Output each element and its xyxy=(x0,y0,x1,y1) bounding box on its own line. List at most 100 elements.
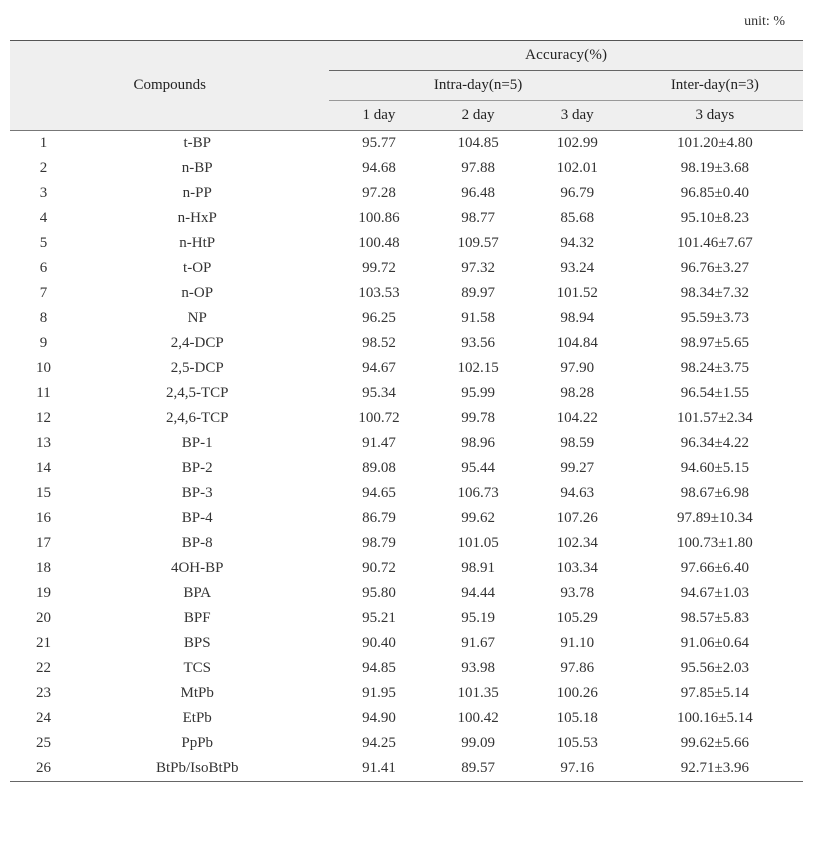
row-number: 19 xyxy=(10,581,65,606)
day3-value: 105.53 xyxy=(528,731,627,756)
day3-value: 101.52 xyxy=(528,281,627,306)
interday-value: 101.20±4.80 xyxy=(627,131,803,157)
row-number: 4 xyxy=(10,206,65,231)
day3-value: 107.26 xyxy=(528,506,627,531)
compound-name: BP-2 xyxy=(65,456,329,481)
interday-value: 96.54±1.55 xyxy=(627,381,803,406)
compound-name: n-OP xyxy=(65,281,329,306)
day3-value: 102.01 xyxy=(528,156,627,181)
day1-value: 90.40 xyxy=(329,631,428,656)
day1-value: 94.25 xyxy=(329,731,428,756)
day1-value: 100.72 xyxy=(329,406,428,431)
day2-value: 101.35 xyxy=(429,681,528,706)
day1-value: 100.86 xyxy=(329,206,428,231)
day1-value: 94.67 xyxy=(329,356,428,381)
day2-value: 97.88 xyxy=(429,156,528,181)
row-number: 25 xyxy=(10,731,65,756)
interday-value: 98.67±6.98 xyxy=(627,481,803,506)
interday-value: 101.46±7.67 xyxy=(627,231,803,256)
day2-value: 93.56 xyxy=(429,331,528,356)
day1-value: 95.34 xyxy=(329,381,428,406)
day3-value: 97.16 xyxy=(528,756,627,782)
compound-name: BPF xyxy=(65,606,329,631)
header-day1: 1 day xyxy=(329,101,428,131)
header-day3: 3 day xyxy=(528,101,627,131)
row-number: 9 xyxy=(10,331,65,356)
compound-name: BP-1 xyxy=(65,431,329,456)
header-inter: Inter-day(n=3) xyxy=(627,71,803,101)
table-row: 92,4-DCP98.5293.56104.8498.97±5.65 xyxy=(10,331,803,356)
row-number: 18 xyxy=(10,556,65,581)
day2-value: 98.77 xyxy=(429,206,528,231)
day2-value: 99.78 xyxy=(429,406,528,431)
day2-value: 100.42 xyxy=(429,706,528,731)
compound-name: BP-4 xyxy=(65,506,329,531)
day2-value: 91.67 xyxy=(429,631,528,656)
compound-name: EtPb xyxy=(65,706,329,731)
day1-value: 98.79 xyxy=(329,531,428,556)
day2-value: 93.98 xyxy=(429,656,528,681)
row-number: 24 xyxy=(10,706,65,731)
compound-name: t-BP xyxy=(65,131,329,157)
day1-value: 86.79 xyxy=(329,506,428,531)
table-row: 23MtPb91.95101.35100.2697.85±5.14 xyxy=(10,681,803,706)
interday-value: 101.57±2.34 xyxy=(627,406,803,431)
day1-value: 95.77 xyxy=(329,131,428,157)
table-row: 20BPF95.2195.19105.2998.57±5.83 xyxy=(10,606,803,631)
interday-value: 97.66±6.40 xyxy=(627,556,803,581)
day3-value: 99.27 xyxy=(528,456,627,481)
header-intra: Intra-day(n=5) xyxy=(329,71,626,101)
day3-value: 104.22 xyxy=(528,406,627,431)
day1-value: 99.72 xyxy=(329,256,428,281)
day3-value: 93.24 xyxy=(528,256,627,281)
table-row: 13BP-191.4798.9698.5996.34±4.22 xyxy=(10,431,803,456)
compound-name: BP-3 xyxy=(65,481,329,506)
compound-name: 2,5-DCP xyxy=(65,356,329,381)
day2-value: 109.57 xyxy=(429,231,528,256)
day1-value: 91.95 xyxy=(329,681,428,706)
header-day2: 2 day xyxy=(429,101,528,131)
day2-value: 95.44 xyxy=(429,456,528,481)
row-number: 7 xyxy=(10,281,65,306)
day1-value: 95.21 xyxy=(329,606,428,631)
table-row: 15BP-394.65106.7394.6398.67±6.98 xyxy=(10,481,803,506)
row-number: 5 xyxy=(10,231,65,256)
compound-name: n-BP xyxy=(65,156,329,181)
day2-value: 89.97 xyxy=(429,281,528,306)
compound-name: BtPb/IsoBtPb xyxy=(65,756,329,782)
header-compounds: Compounds xyxy=(10,41,329,131)
compound-name: NP xyxy=(65,306,329,331)
day1-value: 90.72 xyxy=(329,556,428,581)
compound-name: PpPb xyxy=(65,731,329,756)
interday-value: 95.10±8.23 xyxy=(627,206,803,231)
compound-name: 2,4,5-TCP xyxy=(65,381,329,406)
compound-name: BPS xyxy=(65,631,329,656)
day2-value: 98.96 xyxy=(429,431,528,456)
day2-value: 104.85 xyxy=(429,131,528,157)
day1-value: 91.47 xyxy=(329,431,428,456)
row-number: 10 xyxy=(10,356,65,381)
day2-value: 98.91 xyxy=(429,556,528,581)
day2-value: 91.58 xyxy=(429,306,528,331)
row-number: 21 xyxy=(10,631,65,656)
row-number: 13 xyxy=(10,431,65,456)
compound-name: BPA xyxy=(65,581,329,606)
compound-name: MtPb xyxy=(65,681,329,706)
day1-value: 100.48 xyxy=(329,231,428,256)
header-accuracy: Accuracy(%) xyxy=(329,41,803,71)
table-row: 112,4,5-TCP95.3495.9998.2896.54±1.55 xyxy=(10,381,803,406)
row-number: 20 xyxy=(10,606,65,631)
day3-value: 104.84 xyxy=(528,331,627,356)
day2-value: 99.09 xyxy=(429,731,528,756)
table-row: 22TCS94.8593.9897.8695.56±2.03 xyxy=(10,656,803,681)
row-number: 1 xyxy=(10,131,65,157)
row-number: 12 xyxy=(10,406,65,431)
table-row: 102,5-DCP94.67102.1597.9098.24±3.75 xyxy=(10,356,803,381)
accuracy-table: Compounds Accuracy(%) Intra-day(n=5) Int… xyxy=(10,40,803,782)
table-row: 24EtPb94.90100.42105.18100.16±5.14 xyxy=(10,706,803,731)
day1-value: 91.41 xyxy=(329,756,428,782)
compound-name: t-OP xyxy=(65,256,329,281)
compound-name: n-HtP xyxy=(65,231,329,256)
interday-value: 99.62±5.66 xyxy=(627,731,803,756)
compound-name: 2,4,6-TCP xyxy=(65,406,329,431)
